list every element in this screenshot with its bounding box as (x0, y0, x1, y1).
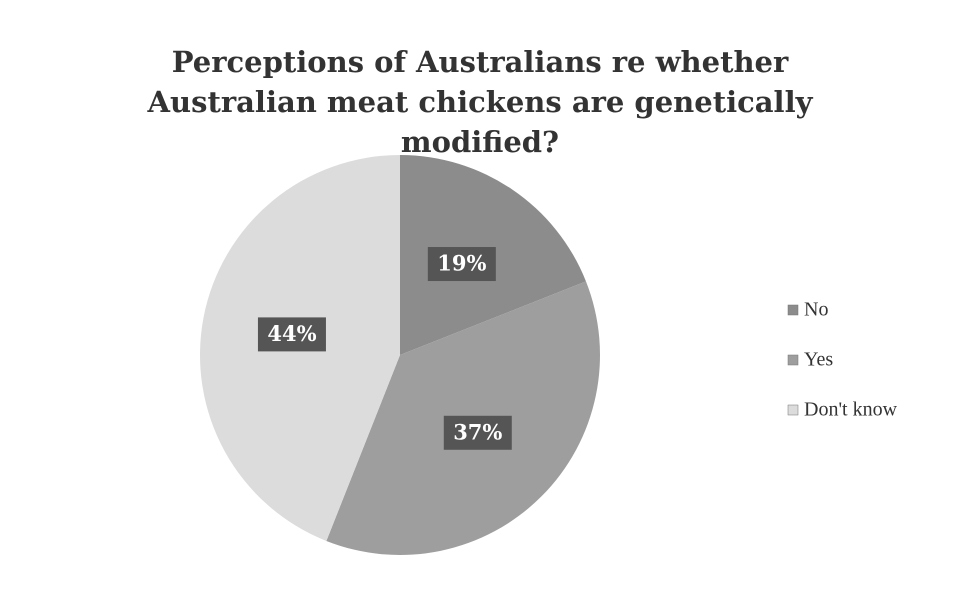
legend-swatch (787, 304, 799, 316)
value-label: 44% (267, 321, 316, 346)
value-label-box (257, 317, 326, 352)
value-label: 19% (437, 251, 486, 276)
legend-label: No (804, 299, 828, 321)
value-label-box (443, 415, 512, 450)
legend-swatch (787, 354, 799, 366)
value-label-box (427, 247, 496, 282)
value-label: 37% (453, 419, 502, 444)
legend-label: Don't know (804, 399, 898, 421)
chart-title: Perceptions of Australians re whether Au… (147, 45, 813, 159)
legend-label: Yes (804, 349, 833, 371)
legend-swatch (787, 404, 799, 416)
